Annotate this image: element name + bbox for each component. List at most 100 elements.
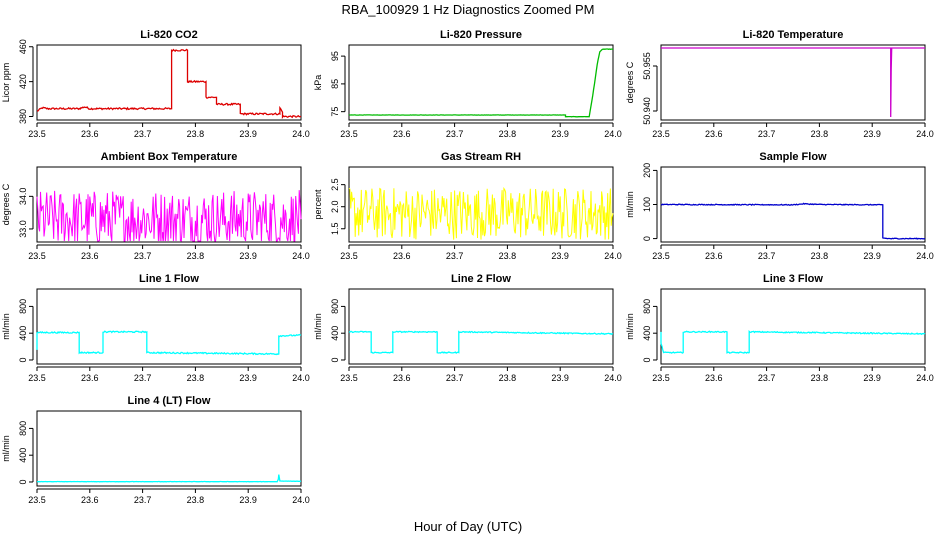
li-820-temperature-x-tick-label: 23.5 [652,129,670,139]
line-3-flow-y-tick-label: 0 [642,357,652,362]
gas-stream-rh-panel: Gas Stream RH 23.5 23.6 23.7 23.8 23.9 24.0 1.5… [313,151,622,261]
line-2-flow-y-axis-label: ml/min [313,313,323,340]
line-4-lt-flow-x-tick-label: 23.9 [239,495,257,505]
line-1-flow-y-tick-label: 400 [18,326,28,341]
ambient-box-temperature-x-tick-label: 23.7 [134,251,152,261]
gas-stream-rh-x-tick-label: 23.7 [446,251,464,261]
li-820-temperature-x-tick-label: 23.8 [811,129,829,139]
line-1-flow-plot-frame [36,288,302,365]
line-2-flow-x-tick-label: 23.9 [551,373,569,383]
line-2-flow-x-tick-label: 23.6 [393,373,411,383]
gas-stream-rh-y-tick-label: 2.0 [330,200,340,213]
li-820-co2-y-tick-label: 420 [18,74,28,89]
line-3-flow-x-tick-label: 23.8 [811,373,829,383]
line-2-flow-x-tick-label: 24.0 [604,373,622,383]
li-820-temperature-panel: Li-820 Temperature 23.5 23.6 23.7 23.8 23.9 24… [625,29,934,139]
ambient-box-temperature-x-tick-label: 23.8 [187,251,205,261]
sample-flow-x-tick-label: 23.8 [811,251,829,261]
sample-flow-y-tick-label: 200 [642,163,652,178]
ambient-box-temperature-x-tick-label: 23.9 [239,251,257,261]
line-3-flow-title: Line 3 Flow [763,273,823,285]
li-820-temperature-series-line [661,47,925,118]
line-3-flow-x-tick-label: 23.6 [705,373,723,383]
line-4-lt-flow-panel: Line 4 (LT) Flow 23.5 23.6 23.7 23.8 23.9 24.0… [1,395,310,505]
line-3-flow-x-tick-label: 24.0 [916,373,934,383]
gas-stream-rh-y-axis-label: percent [313,189,323,220]
ambient-box-temperature-y-tick-label: 33.0 [18,220,28,238]
sample-flow-x-tick-label: 23.5 [652,251,670,261]
li-820-pressure-panel: Li-820 Pressure 23.5 23.6 23.7 23.8 23.9 24.0 7… [313,29,622,139]
figure-title: RBA_100929 1 Hz Diagnostics Zoomed PM [342,2,595,17]
ambient-box-temperature-x-tick-label: 24.0 [292,251,310,261]
li-820-pressure-y-axis-label: kPa [313,75,323,91]
li-820-co2-series-line [37,48,302,120]
line-2-flow-series-line [348,330,614,354]
ambient-box-temperature-panel: Ambient Box Temperature 23.5 23.6 23.7 23.8 2… [1,151,310,261]
li-820-pressure-y-tick-label: 85 [330,79,340,89]
li-820-co2-x-tick-label: 24.0 [292,129,310,139]
li-820-pressure-x-tick-label: 23.6 [393,129,411,139]
gas-stream-rh-x-tick-label: 24.0 [604,251,622,261]
sample-flow-y-axis-label: ml/min [625,191,635,218]
li-820-pressure-series-line [348,48,614,118]
line-3-flow-series-line [660,329,926,354]
line-4-lt-flow-series-line [36,474,302,483]
line-4-lt-flow-y-tick-label: 400 [18,448,28,463]
sample-flow-y-tick-label: 0 [642,236,652,241]
ambient-box-temperature-y-tick-label: 34.0 [18,188,28,206]
line-4-lt-flow-y-axis-label: ml/min [1,435,11,462]
line-3-flow-y-tick-label: 800 [642,299,652,314]
line-3-flow-x-tick-label: 23.7 [758,373,776,383]
li-820-pressure-x-tick-label: 24.0 [604,129,622,139]
line-3-flow-x-tick-label: 23.9 [863,373,881,383]
li-820-co2-x-tick-label: 23.9 [239,129,257,139]
line-1-flow-x-tick-label: 23.5 [28,373,46,383]
li-820-pressure-x-tick-label: 23.5 [340,129,358,139]
gas-stream-rh-x-tick-label: 23.9 [551,251,569,261]
li-820-temperature-title: Li-820 Temperature [743,29,844,41]
line-3-flow-y-axis-label: ml/min [625,313,635,340]
li-820-pressure-title: Li-820 Pressure [440,29,522,41]
gas-stream-rh-x-tick-label: 23.8 [499,251,517,261]
li-820-pressure-x-tick-label: 23.8 [499,129,517,139]
gas-stream-rh-y-tick-label: 2.5 [330,178,340,191]
line-1-flow-y-axis-label: ml/min [1,313,11,340]
li-820-temperature-x-tick-label: 23.7 [758,129,776,139]
line-2-flow-x-tick-label: 23.5 [340,373,358,383]
line-2-flow-y-tick-label: 800 [330,299,340,314]
li-820-temperature-y-axis-label: degrees C [625,61,635,103]
ambient-box-temperature-x-tick-label: 23.5 [28,251,46,261]
line-3-flow-y-tick-label: 400 [642,326,652,341]
line-4-lt-flow-title: Line 4 (LT) Flow [128,395,211,407]
line-1-flow-y-tick-label: 800 [18,299,28,314]
ambient-box-temperature-x-tick-label: 23.6 [81,251,99,261]
line-1-flow-x-tick-label: 23.9 [239,373,257,383]
li-820-co2-panel: Li-820 CO2 23.5 23.6 23.7 23.8 23.9 24.0 380 420… [1,29,310,139]
panels-group: Li-820 CO2 23.5 23.6 23.7 23.8 23.9 24.0 380 420… [1,29,934,505]
line-3-flow-panel: Line 3 Flow 23.5 23.6 23.7 23.8 23.9 24.0 0 400 8… [625,273,934,383]
li-820-pressure-y-tick-label: 75 [330,107,340,117]
sample-flow-x-tick-label: 24.0 [916,251,934,261]
line-4-lt-flow-x-tick-label: 23.8 [187,495,205,505]
gas-stream-rh-plot-frame [348,166,614,243]
gas-stream-rh-series-line [348,186,614,240]
li-820-co2-x-tick-label: 23.6 [81,129,99,139]
sample-flow-y-tick-label: 100 [642,197,652,212]
line-1-flow-x-tick-label: 23.7 [134,373,152,383]
gas-stream-rh-x-tick-label: 23.6 [393,251,411,261]
gas-stream-rh-x-tick-label: 23.5 [340,251,358,261]
li-820-temperature-y-tick-label: 50.940 [642,97,652,125]
line-1-flow-panel: Line 1 Flow 23.5 23.6 23.7 23.8 23.9 24.0 0 400 8… [1,273,310,383]
line-1-flow-x-tick-label: 24.0 [292,373,310,383]
line-3-flow-plot-frame [660,288,926,365]
li-820-temperature-x-tick-label: 23.6 [705,129,723,139]
li-820-temperature-x-tick-label: 24.0 [916,129,934,139]
line-1-flow-y-tick-label: 0 [18,357,28,362]
sample-flow-x-tick-label: 23.9 [863,251,881,261]
ambient-box-temperature-plot-frame [36,166,302,243]
line-2-flow-y-tick-label: 0 [330,357,340,362]
line-1-flow-title: Line 1 Flow [139,273,199,285]
line-4-lt-flow-y-tick-label: 0 [18,479,28,484]
line-4-lt-flow-plot-frame [36,410,302,487]
